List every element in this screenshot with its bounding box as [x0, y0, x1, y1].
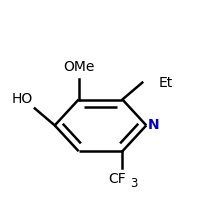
Text: N: N	[147, 118, 158, 132]
Text: 3: 3	[129, 177, 137, 190]
Text: OMe: OMe	[63, 60, 94, 74]
Text: Et: Et	[158, 76, 172, 90]
Text: HO: HO	[11, 92, 32, 105]
Text: CF: CF	[108, 172, 126, 186]
